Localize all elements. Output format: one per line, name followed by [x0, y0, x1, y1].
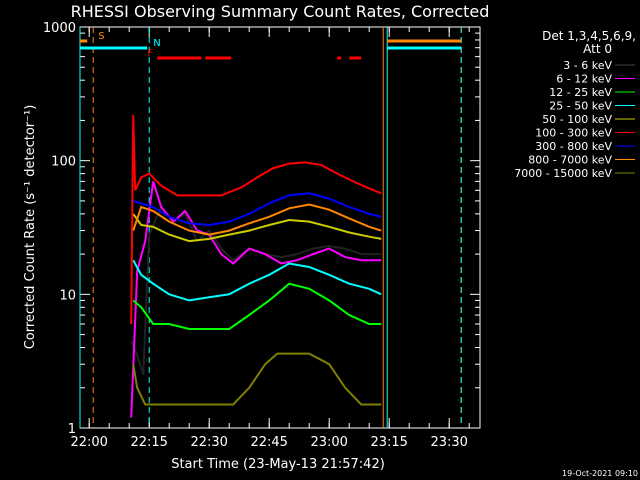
legend-header-line-1: Det 1,3,4,5,6,9, — [542, 29, 636, 43]
legend-label: 50 - 100 keV — [542, 113, 612, 126]
plot-frame — [79, 26, 481, 429]
series-line-0 — [130, 205, 382, 376]
plot-area: 1 10 100 1000 22:00 22:15 22:30 22:45 23:00 23:15… — [43, 21, 635, 450]
legend-label: 100 - 300 keV — [535, 127, 612, 140]
chart-title: RHESSI Observing Summary Count Rates, Co… — [71, 2, 490, 21]
x-tick-label: 23:00 — [310, 435, 347, 450]
series-line-6 — [132, 192, 382, 227]
series-line-8 — [132, 352, 382, 406]
x-tick-label: 22:30 — [190, 435, 227, 450]
series-line-5 — [130, 114, 382, 325]
y-axis-label: Corrected Count Rate (s⁻¹ detector⁻¹) — [23, 105, 38, 350]
timestamp: 19-Oct-2021 09:10 — [562, 469, 638, 478]
x-tick-label: 23:30 — [430, 435, 467, 450]
legend-label: 300 - 800 keV — [535, 140, 612, 153]
legend-label: 12 - 25 keV — [549, 86, 612, 99]
legend-label: 7000 - 15000 keV — [514, 167, 612, 180]
flag-label-s: S — [98, 31, 104, 42]
flag-label-n: N — [153, 38, 160, 49]
x-tick-label: 23:15 — [370, 435, 407, 450]
series-line-3 — [132, 259, 382, 302]
y-tick-label: 100 — [51, 155, 76, 170]
legend-label: 25 - 50 keV — [549, 100, 612, 113]
x-tick-label: 22:45 — [250, 435, 287, 450]
legend-header-line-2: Att 0 — [583, 42, 612, 56]
legend-label: 6 - 12 keV — [556, 73, 612, 86]
series-line-7 — [132, 203, 382, 236]
legend-label: 3 - 6 keV — [563, 59, 612, 72]
series-line-4 — [132, 213, 382, 243]
y-tick-label: 1 — [68, 422, 76, 437]
x-axis-label: Start Time (23-May-13 21:57:42) — [171, 457, 385, 472]
flag-label-f: F — [147, 48, 153, 59]
y-tick-label: 10 — [59, 288, 76, 303]
x-tick-label: 22:15 — [130, 435, 167, 450]
x-tick-label: 22:00 — [70, 435, 107, 450]
y-tick-label: 1000 — [43, 21, 76, 36]
legend-label: 800 - 7000 keV — [528, 154, 612, 167]
series-line-2 — [132, 282, 382, 330]
series-line-1 — [130, 181, 382, 418]
